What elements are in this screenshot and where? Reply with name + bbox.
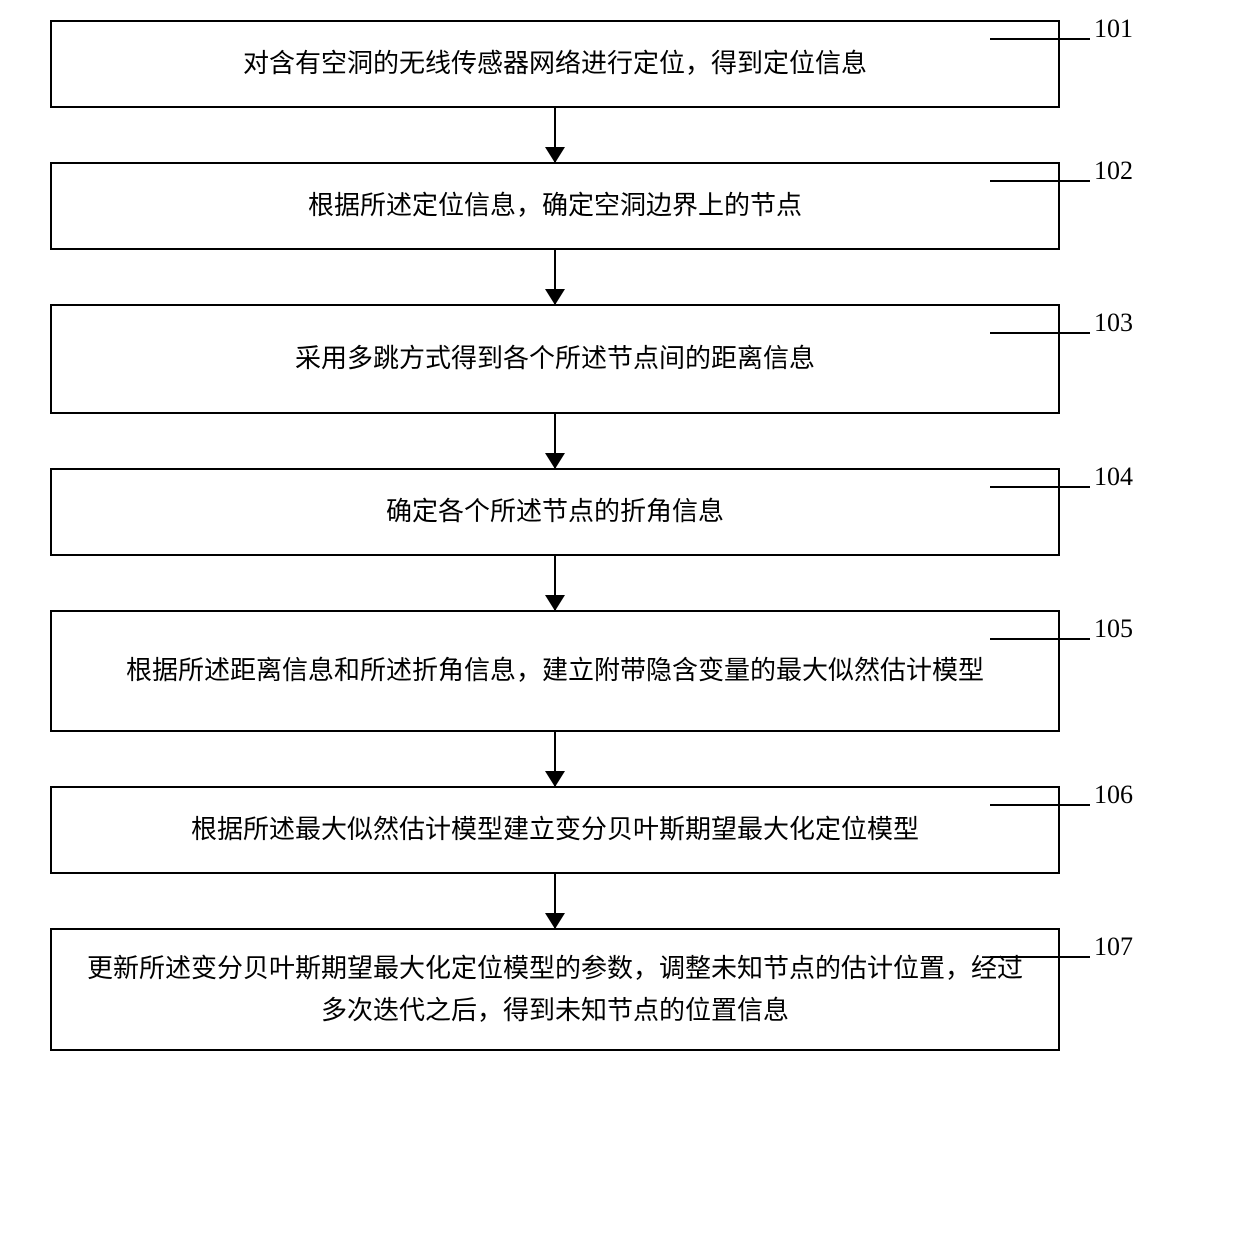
flow-node-id: 102 [1094,156,1133,186]
arrow-wrap [50,108,1060,162]
flow-node-id: 105 [1094,614,1133,644]
flow-node-id: 103 [1094,308,1133,338]
leader-line [990,38,1090,40]
arrow-down-icon [554,732,556,786]
arrow-down-icon [554,414,556,468]
leader-line [990,956,1090,958]
arrow-wrap [50,414,1060,468]
flow-step-102: 根据所述定位信息，确定空洞边界上的节点 102 [50,162,1190,250]
flowchart: 对含有空洞的无线传感器网络进行定位，得到定位信息 101 根据所述定位信息，确定… [50,20,1190,1051]
arrow-wrap [50,732,1060,786]
leader-line [990,638,1090,640]
arrow-down-icon [554,250,556,304]
flow-node-text: 根据所述定位信息，确定空洞边界上的节点 [308,185,802,227]
arrow-down-icon [554,108,556,162]
flow-node-id: 107 [1094,932,1133,962]
flow-node-text: 确定各个所述节点的折角信息 [386,491,724,533]
arrow-wrap [50,250,1060,304]
leader-line [990,180,1090,182]
flow-node-text: 根据所述距离信息和所述折角信息，建立附带隐含变量的最大似然估计模型 [126,650,984,692]
flow-step-105: 根据所述距离信息和所述折角信息，建立附带隐含变量的最大似然估计模型 105 [50,610,1190,732]
flow-step-103: 采用多跳方式得到各个所述节点间的距离信息 103 [50,304,1190,414]
flow-node-text: 采用多跳方式得到各个所述节点间的距离信息 [295,338,815,380]
flow-node-text: 更新所述变分贝叶斯期望最大化定位模型的参数，调整未知节点的估计位置，经过多次迭代… [82,948,1028,1031]
flow-node-text: 对含有空洞的无线传感器网络进行定位，得到定位信息 [243,43,867,85]
flow-node: 对含有空洞的无线传感器网络进行定位，得到定位信息 [50,20,1060,108]
flow-node-id: 106 [1094,780,1133,810]
flow-node: 根据所述最大似然估计模型建立变分贝叶斯期望最大化定位模型 [50,786,1060,874]
flow-node-id: 104 [1094,462,1133,492]
flow-node: 更新所述变分贝叶斯期望最大化定位模型的参数，调整未知节点的估计位置，经过多次迭代… [50,928,1060,1051]
flow-step-101: 对含有空洞的无线传感器网络进行定位，得到定位信息 101 [50,20,1190,108]
flow-node: 确定各个所述节点的折角信息 [50,468,1060,556]
flow-node: 根据所述距离信息和所述折角信息，建立附带隐含变量的最大似然估计模型 [50,610,1060,732]
leader-line [990,804,1090,806]
flow-node-id: 101 [1094,14,1133,44]
arrow-wrap [50,556,1060,610]
flow-node: 采用多跳方式得到各个所述节点间的距离信息 [50,304,1060,414]
flow-node-text: 根据所述最大似然估计模型建立变分贝叶斯期望最大化定位模型 [191,809,919,851]
arrow-down-icon [554,556,556,610]
flow-step-107: 更新所述变分贝叶斯期望最大化定位模型的参数，调整未知节点的估计位置，经过多次迭代… [50,928,1190,1051]
arrow-down-icon [554,874,556,928]
flow-step-104: 确定各个所述节点的折角信息 104 [50,468,1190,556]
leader-line [990,332,1090,334]
flow-step-106: 根据所述最大似然估计模型建立变分贝叶斯期望最大化定位模型 106 [50,786,1190,874]
arrow-wrap [50,874,1060,928]
flow-node: 根据所述定位信息，确定空洞边界上的节点 [50,162,1060,250]
leader-line [990,486,1090,488]
